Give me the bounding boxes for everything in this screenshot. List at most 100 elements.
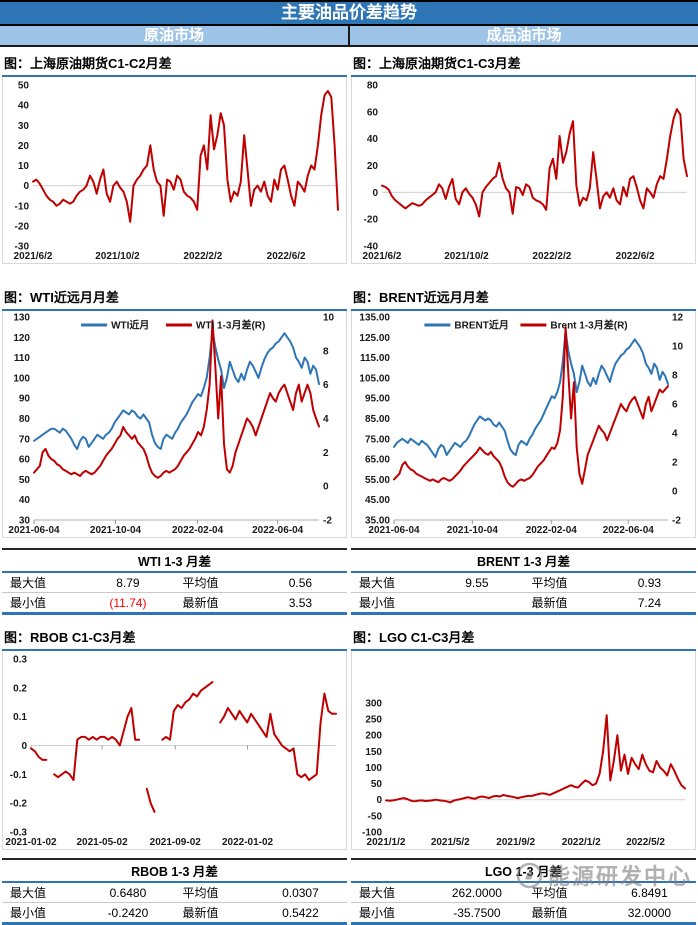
lgo-stats-wrap: LGO 1-3 月差 最大值 262.0000 平均值 6.8491 最小值 -… xyxy=(349,858,698,925)
svg-text:2021/5/2: 2021/5/2 xyxy=(431,837,470,848)
brent-min-label: 最小值 xyxy=(359,596,396,610)
svg-text:0: 0 xyxy=(672,487,678,498)
svg-text:-0.3: -0.3 xyxy=(10,828,28,839)
svg-text:2022-02-04: 2022-02-04 xyxy=(172,525,224,536)
svg-text:2021/10/2: 2021/10/2 xyxy=(95,251,140,262)
column-header-product-market: 成品油市场 xyxy=(350,26,698,45)
svg-text:90: 90 xyxy=(19,394,31,405)
lgo-max-label: 最大值 xyxy=(351,882,431,903)
svg-text:2021-05-02: 2021-05-02 xyxy=(76,837,128,848)
chart-title-rbob: 图：RBOB C1-C3月差 xyxy=(2,624,347,651)
rbob-latest-label: 最新值 xyxy=(182,906,219,920)
svg-text:2021/1/2: 2021/1/2 xyxy=(367,837,406,848)
column-header-crude-market: 原油市场 xyxy=(0,26,348,45)
svg-text:2022/1/2: 2022/1/2 xyxy=(562,837,601,848)
column-divider xyxy=(348,26,350,45)
svg-text:2022-06-04: 2022-06-04 xyxy=(252,525,304,536)
svg-text:115.00: 115.00 xyxy=(360,353,390,364)
svg-text:-30: -30 xyxy=(15,242,30,253)
rbob-min-label: 最小值 xyxy=(10,906,47,920)
rbob-min-value: -0.2420 xyxy=(107,905,149,920)
wti-stats-title: WTI 1-3 月差 xyxy=(2,549,347,573)
svg-text:35.00: 35.00 xyxy=(365,516,390,527)
svg-text:0: 0 xyxy=(323,482,329,493)
chart-cell-lgo: 图：LGO C1-C3月差 300 250 200 150 100 50 0 -50 -100 2… xyxy=(349,624,698,850)
svg-text:2022-01-02: 2022-01-02 xyxy=(222,837,274,848)
wti-latest-label: 最新值 xyxy=(182,596,219,610)
chart-panel-sc-c1c2: 50 40 30 20 10 0 -10 -20 -30 2021/6/2 2021/10/2 202… xyxy=(2,77,347,264)
lgo-stats-title: LGO 1-3 月差 xyxy=(351,859,696,883)
page-title: 主要油品价差趋势 xyxy=(0,0,698,26)
svg-text:2022-06-04: 2022-06-04 xyxy=(603,525,655,536)
svg-text:2021/6/2: 2021/6/2 xyxy=(363,251,402,262)
wti-chart-canvas: 130 120 110 100 90 80 70 60 50 40 30 10 8 6 4 2 0 -2 2021-… xyxy=(8,313,334,537)
svg-text:2021-10-04: 2021-10-04 xyxy=(447,525,499,536)
svg-text:-2: -2 xyxy=(672,516,681,527)
svg-text:20: 20 xyxy=(367,161,379,172)
svg-text:30: 30 xyxy=(19,516,31,527)
svg-text:50: 50 xyxy=(18,81,30,92)
svg-text:2021-01-02: 2021-01-02 xyxy=(5,837,57,848)
chart-panel-wti: 130 120 110 100 90 80 70 60 50 40 30 10 8 6 4 2 0 -2 2021-… xyxy=(2,311,347,538)
svg-text:WTI 1-3月差(R): WTI 1-3月差(R) xyxy=(196,319,265,332)
brent-chart-canvas: 135.00 125.00 115.00 105.00 95.00 85.00 75.00 6… xyxy=(359,313,683,537)
wti-max-label: 最大值 xyxy=(2,572,82,593)
rbob-latest-value: 0.5422 xyxy=(282,905,319,920)
rbob-avg-value: 0.0307 xyxy=(253,882,347,903)
svg-text:-20: -20 xyxy=(364,215,379,226)
chart-title-sc-c1c2: 图：上海原油期货C1-C2月差 xyxy=(2,50,347,77)
svg-text:2: 2 xyxy=(672,458,678,469)
svg-text:10: 10 xyxy=(18,161,30,172)
svg-text:BRENT近月: BRENT近月 xyxy=(454,319,508,332)
chart-cell-rbob: 图：RBOB C1-C3月差 0.3 0.2 0.1 0 -0.1 -0.2 -0.3 202… xyxy=(0,624,349,850)
svg-text:125.00: 125.00 xyxy=(359,333,390,344)
chart-cell-brent: 图：BRENT近远月月差 135.00 125.00 115.00 105.00 95.… xyxy=(349,284,698,538)
stats-row-2: RBOB 1-3 月差 最大值 0.6480 平均值 0.0307 最小值 -0… xyxy=(0,858,698,925)
lgo-latest-label: 最新值 xyxy=(531,906,568,920)
svg-text:2022/6/2: 2022/6/2 xyxy=(616,251,655,262)
svg-text:2021-06-04: 2021-06-04 xyxy=(368,525,420,536)
svg-text:2021/6/2: 2021/6/2 xyxy=(14,251,53,262)
svg-text:6: 6 xyxy=(672,400,678,411)
svg-text:2022/6/2: 2022/6/2 xyxy=(267,251,306,262)
svg-text:60: 60 xyxy=(19,455,31,466)
wti-stats-table: WTI 1-3 月差 最大值 8.79 平均值 0.56 最小值 (11.74)… xyxy=(2,548,347,615)
svg-text:-40: -40 xyxy=(364,242,379,253)
wti-avg-value: 0.56 xyxy=(253,572,347,593)
svg-text:-10: -10 xyxy=(15,201,30,212)
brent-stats-table: BRENT 1-3 月差 最大值 9.55 平均值 0.93 最小值 最新值 7… xyxy=(351,548,696,615)
svg-text:0: 0 xyxy=(372,188,378,199)
lgo-min-value: -35.7500 xyxy=(453,905,501,920)
svg-text:80: 80 xyxy=(19,414,31,425)
chart-row-1: 图：上海原油期货C1-C2月差 50 40 30 20 10 0 -10 -20 -30 2021… xyxy=(0,50,698,264)
svg-text:300: 300 xyxy=(365,698,382,709)
svg-text:0.1: 0.1 xyxy=(13,712,27,723)
svg-text:55.00: 55.00 xyxy=(365,475,390,486)
svg-text:-0.1: -0.1 xyxy=(10,770,28,781)
svg-text:130: 130 xyxy=(13,313,30,324)
svg-text:-100: -100 xyxy=(362,828,382,839)
svg-text:40: 40 xyxy=(19,495,31,506)
lgo-min-label: 最小值 xyxy=(359,906,396,920)
brent-avg-label: 平均值 xyxy=(523,572,603,593)
svg-text:0.3: 0.3 xyxy=(13,655,27,666)
svg-text:60: 60 xyxy=(367,107,379,118)
chart-row-2: 图：WTI近远月月差 130 120 110 100 90 80 70 60 50 40 30 10 8… xyxy=(0,284,698,538)
svg-text:2022/2/2: 2022/2/2 xyxy=(532,251,571,262)
rbob-stats-table: RBOB 1-3 月差 最大值 0.6480 平均值 0.0307 最小值 -0… xyxy=(2,858,347,925)
svg-text:2021-10-04: 2021-10-04 xyxy=(90,525,142,536)
rbob-stats-title: RBOB 1-3 月差 xyxy=(2,859,347,883)
lgo-max-value: 262.0000 xyxy=(430,882,524,903)
svg-text:0: 0 xyxy=(376,795,382,806)
brent-avg-value: 0.93 xyxy=(602,572,696,593)
svg-text:65.00: 65.00 xyxy=(365,455,390,466)
wti-max-value: 8.79 xyxy=(81,572,175,593)
svg-text:2021/9/2: 2021/9/2 xyxy=(496,837,535,848)
lgo-avg-value: 6.8491 xyxy=(602,882,696,903)
chart-title-lgo: 图：LGO C1-C3月差 xyxy=(351,624,696,651)
lgo-avg-label: 平均值 xyxy=(523,882,603,903)
svg-text:110: 110 xyxy=(14,353,31,364)
